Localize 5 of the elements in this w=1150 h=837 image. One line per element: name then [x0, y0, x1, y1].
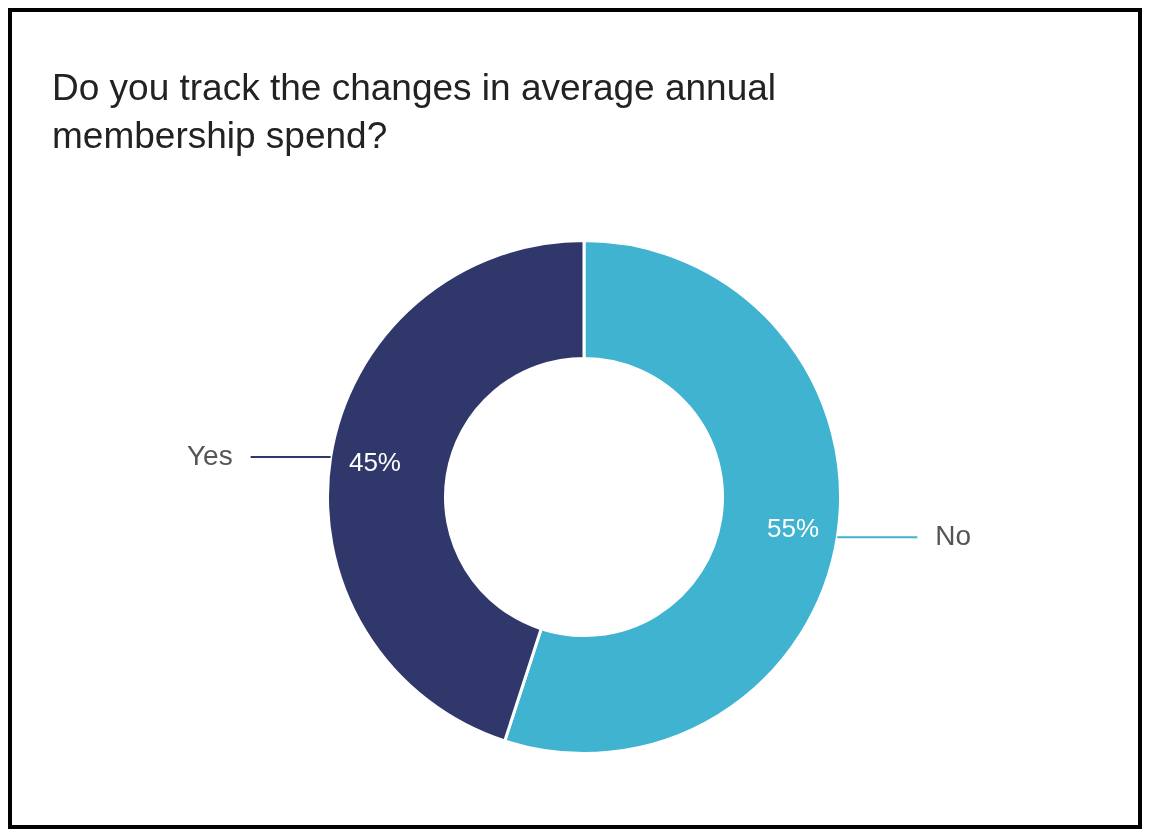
slice-label: Yes [186, 439, 233, 471]
chart-title: Do you track the changes in average annual membership spend? [52, 66, 778, 159]
slice-label: No [935, 519, 972, 551]
data-label: 55% [767, 513, 820, 544]
data-label: 45% [348, 447, 401, 478]
